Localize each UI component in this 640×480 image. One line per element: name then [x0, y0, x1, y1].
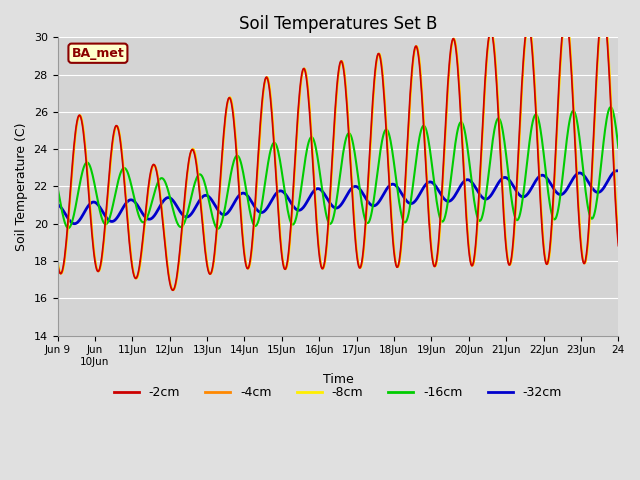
- -4cm: [179, 215, 187, 220]
- -2cm: [614, 243, 622, 249]
- X-axis label: Time: Time: [323, 372, 353, 385]
- Text: BA_met: BA_met: [72, 47, 124, 60]
- -2cm: [169, 288, 177, 293]
- -4cm: [599, 6, 607, 12]
- Line: -16cm: -16cm: [58, 107, 618, 228]
- -4cm: [169, 288, 177, 293]
- -32cm: [179, 212, 187, 218]
- Title: Soil Temperatures Set B: Soil Temperatures Set B: [239, 15, 437, 33]
- -8cm: [179, 219, 187, 225]
- -32cm: [613, 168, 621, 174]
- -2cm: [64, 222, 72, 228]
- -16cm: [614, 145, 622, 151]
- -32cm: [407, 201, 415, 206]
- -8cm: [54, 255, 61, 261]
- Line: -8cm: -8cm: [58, 9, 618, 290]
- Line: -32cm: -32cm: [58, 171, 618, 224]
- -2cm: [179, 211, 187, 217]
- -4cm: [54, 259, 61, 264]
- -4cm: [64, 226, 72, 231]
- Y-axis label: Soil Temperature (C): Soil Temperature (C): [15, 122, 28, 251]
- -8cm: [424, 178, 431, 183]
- -32cm: [424, 180, 431, 186]
- -4cm: [614, 240, 622, 245]
- -8cm: [64, 230, 72, 236]
- -32cm: [122, 200, 130, 206]
- -4cm: [209, 265, 216, 271]
- -4cm: [407, 84, 415, 90]
- -8cm: [170, 287, 177, 293]
- Line: -4cm: -4cm: [58, 9, 618, 290]
- -16cm: [424, 131, 431, 137]
- Legend: -2cm, -4cm, -8cm, -16cm, -32cm: -2cm, -4cm, -8cm, -16cm, -32cm: [109, 381, 567, 404]
- -4cm: [122, 190, 129, 195]
- -16cm: [214, 226, 222, 231]
- -16cm: [208, 212, 216, 218]
- -32cm: [209, 199, 216, 204]
- -16cm: [64, 225, 72, 231]
- -32cm: [64, 215, 72, 221]
- -32cm: [54, 202, 61, 207]
- -2cm: [407, 80, 415, 86]
- -16cm: [607, 104, 614, 110]
- -8cm: [600, 6, 607, 12]
- -8cm: [209, 266, 216, 272]
- -32cm: [614, 168, 622, 174]
- -2cm: [122, 193, 129, 199]
- -2cm: [209, 263, 216, 269]
- -8cm: [614, 234, 622, 240]
- -2cm: [424, 191, 431, 196]
- -8cm: [407, 91, 415, 96]
- -16cm: [179, 223, 186, 229]
- -2cm: [54, 261, 61, 266]
- -4cm: [424, 185, 431, 191]
- -16cm: [407, 198, 415, 204]
- -8cm: [122, 185, 129, 191]
- -2cm: [599, 6, 607, 12]
- -32cm: [71, 221, 79, 227]
- Line: -2cm: -2cm: [58, 9, 618, 290]
- -16cm: [54, 184, 61, 190]
- -16cm: [122, 166, 129, 171]
